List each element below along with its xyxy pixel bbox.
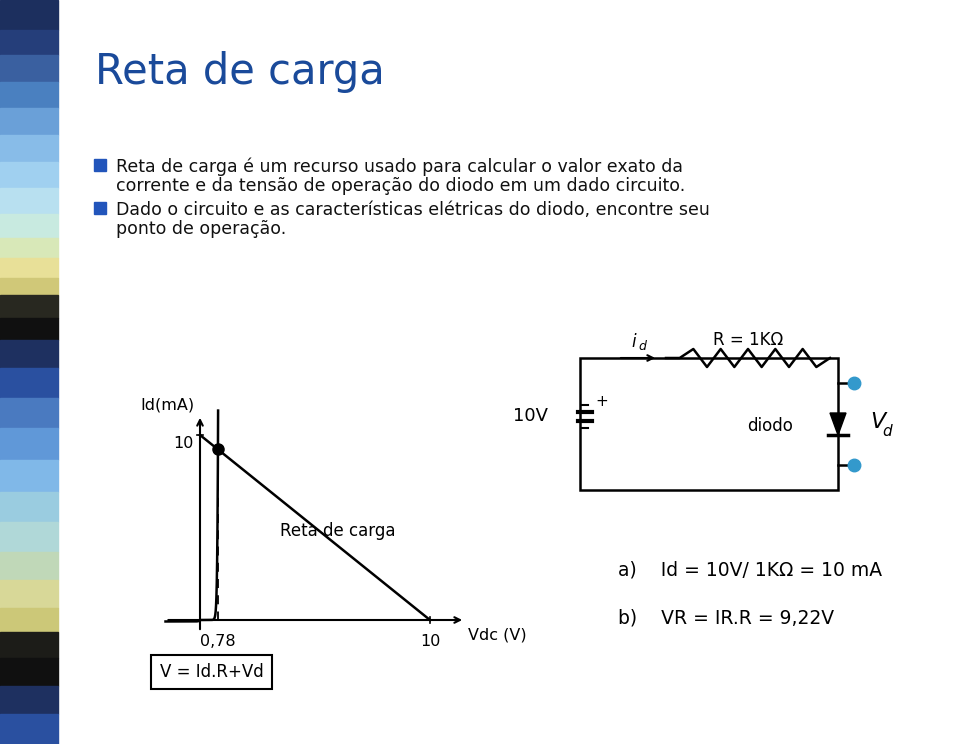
Bar <box>0 30 58 55</box>
Bar <box>0 580 58 608</box>
Bar <box>0 135 58 162</box>
Bar <box>0 460 58 492</box>
Text: b)    VR = IR.R = 9,22V: b) VR = IR.R = 9,22V <box>618 609 834 627</box>
Bar <box>0 188 58 214</box>
Bar <box>0 428 58 460</box>
Bar <box>0 714 58 744</box>
Text: diodo: diodo <box>747 417 793 435</box>
Bar <box>0 214 58 238</box>
Text: 10V: 10V <box>513 407 548 425</box>
Bar <box>0 608 58 632</box>
Bar <box>0 398 58 428</box>
Text: d: d <box>638 341 646 353</box>
Polygon shape <box>830 413 846 435</box>
Bar <box>0 258 58 278</box>
Bar <box>0 632 58 658</box>
Bar <box>0 340 58 368</box>
Bar <box>0 552 58 580</box>
Bar <box>0 108 58 135</box>
Text: ponto de operação.: ponto de operação. <box>116 220 286 238</box>
Text: +: + <box>595 394 608 409</box>
Bar <box>0 55 58 82</box>
Text: 10: 10 <box>420 634 441 649</box>
Bar <box>0 238 58 258</box>
Text: V: V <box>870 412 885 432</box>
Text: corrente e da tensão de operação do diodo em um dado circuito.: corrente e da tensão de operação do diod… <box>116 177 685 195</box>
Bar <box>0 278 58 295</box>
Bar <box>580 358 838 490</box>
Text: Dado o circuito e as características elétricas do diodo, encontre seu: Dado o circuito e as características elé… <box>116 201 709 219</box>
Bar <box>0 318 58 340</box>
Text: R = 1KΩ: R = 1KΩ <box>713 331 783 349</box>
Bar <box>0 0 58 30</box>
Text: Reta de carga é um recurso usado para calcular o valor exato da: Reta de carga é um recurso usado para ca… <box>116 158 683 176</box>
Text: Id(mA): Id(mA) <box>140 398 194 413</box>
Text: i: i <box>632 333 636 351</box>
Bar <box>0 522 58 552</box>
Text: 10: 10 <box>174 436 194 451</box>
Bar <box>0 295 58 318</box>
Bar <box>0 368 58 398</box>
Text: Vdc (V): Vdc (V) <box>468 628 527 643</box>
Text: a)    Id = 10V/ 1KΩ = 10 mA: a) Id = 10V/ 1KΩ = 10 mA <box>618 560 882 580</box>
Bar <box>0 658 58 686</box>
Text: d: d <box>882 425 892 440</box>
Bar <box>0 686 58 714</box>
Text: Reta de carga: Reta de carga <box>95 51 385 93</box>
Bar <box>0 162 58 188</box>
Bar <box>0 82 58 108</box>
Text: 0,78: 0,78 <box>200 634 236 649</box>
Bar <box>0 492 58 522</box>
Text: Reta de carga: Reta de carga <box>280 522 396 540</box>
Text: V = Id.R+Vd: V = Id.R+Vd <box>159 663 263 681</box>
